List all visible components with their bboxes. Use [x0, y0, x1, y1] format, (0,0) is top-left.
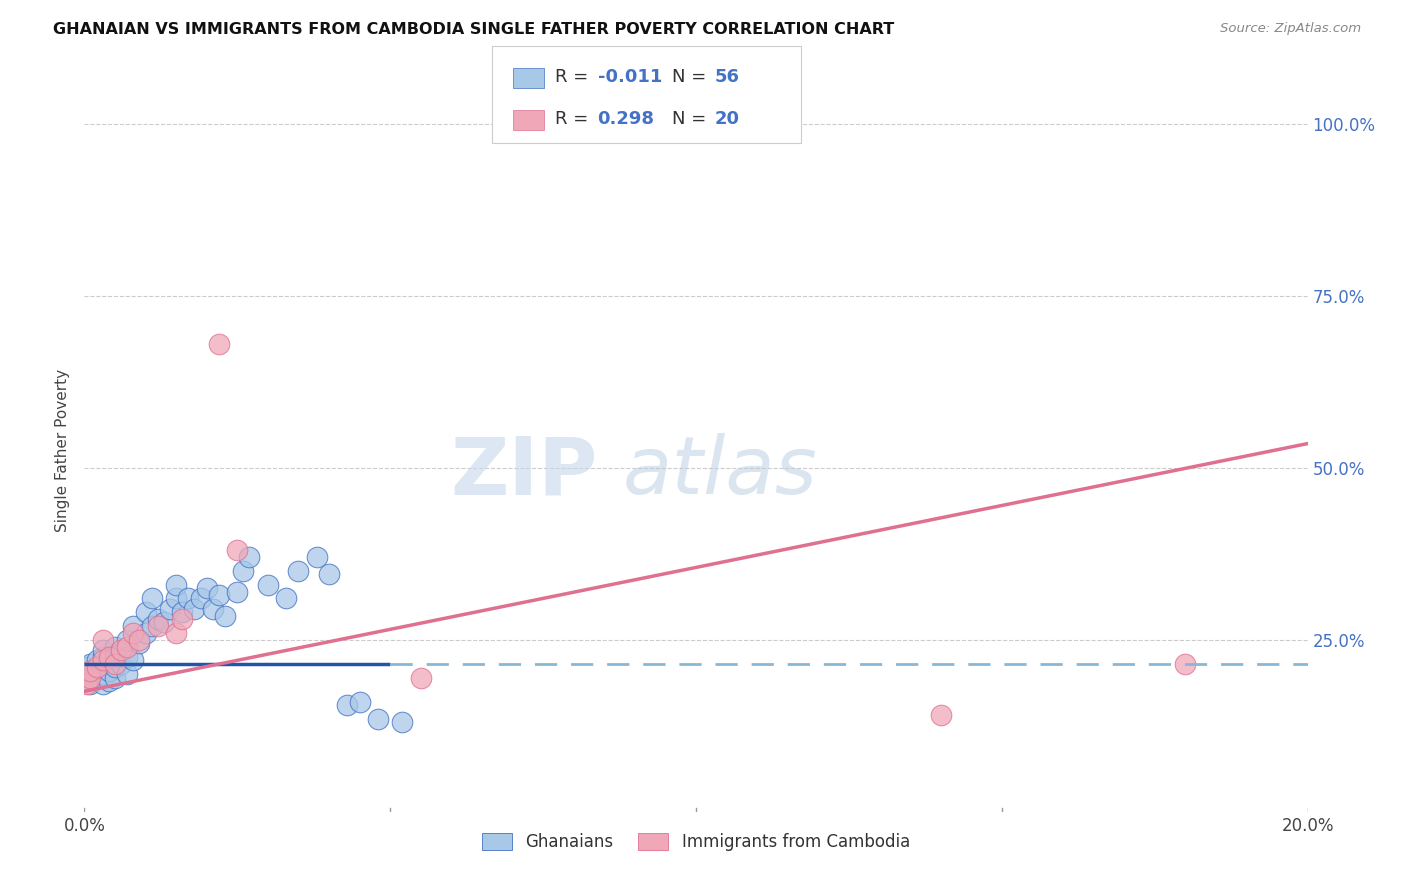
Point: [79, 677, 101, 691]
Point: [226, 584, 249, 599]
Point: [128, 636, 150, 650]
Point: [287, 564, 309, 578]
Text: atlas: atlas: [623, 434, 817, 511]
Point: [165, 591, 187, 606]
Point: [91, 649, 114, 664]
Point: [79, 671, 101, 685]
Point: [159, 601, 181, 615]
Point: [86, 653, 108, 667]
Point: [91, 667, 114, 681]
Point: [391, 715, 413, 730]
Point: [122, 653, 145, 667]
Point: [91, 632, 114, 647]
Point: [97, 673, 120, 688]
Point: [318, 567, 340, 582]
Point: [104, 657, 127, 671]
Point: [214, 608, 236, 623]
Point: [177, 591, 200, 606]
Text: GHANAIAN VS IMMIGRANTS FROM CAMBODIA SINGLE FATHER POVERTY CORRELATION CHART: GHANAIAN VS IMMIGRANTS FROM CAMBODIA SIN…: [53, 22, 894, 37]
Point: [104, 671, 127, 685]
Text: -0.011: -0.011: [598, 68, 662, 86]
Text: Source: ZipAtlas.com: Source: ZipAtlas.com: [1220, 22, 1361, 36]
Point: [305, 550, 328, 565]
Point: [97, 649, 120, 664]
Point: [91, 653, 114, 667]
Point: [1174, 657, 1197, 671]
Point: [336, 698, 359, 712]
Point: [195, 581, 218, 595]
Point: [110, 657, 132, 671]
Point: [190, 591, 212, 606]
Point: [409, 671, 432, 685]
Point: [146, 619, 169, 633]
Point: [79, 667, 101, 681]
Point: [226, 543, 249, 558]
Point: [238, 550, 260, 565]
Text: N =: N =: [672, 68, 711, 86]
Text: R =: R =: [555, 110, 595, 128]
Legend: Ghanaians, Immigrants from Cambodia: Ghanaians, Immigrants from Cambodia: [475, 826, 917, 857]
Point: [76, 660, 98, 674]
Point: [165, 625, 187, 640]
Point: [97, 664, 120, 678]
Point: [110, 647, 132, 661]
Text: R =: R =: [555, 68, 595, 86]
Point: [349, 695, 371, 709]
Point: [104, 649, 127, 664]
Point: [183, 601, 205, 615]
Point: [153, 615, 176, 630]
Point: [128, 632, 150, 647]
Text: N =: N =: [672, 110, 711, 128]
Point: [104, 640, 127, 654]
Point: [929, 708, 952, 723]
Point: [201, 601, 224, 615]
Point: [110, 643, 132, 657]
Point: [122, 619, 145, 633]
Point: [165, 577, 187, 591]
Point: [135, 605, 157, 619]
Point: [86, 664, 108, 678]
Text: 20: 20: [714, 110, 740, 128]
Point: [208, 336, 231, 351]
Point: [115, 640, 138, 654]
Point: [172, 612, 194, 626]
Point: [76, 677, 98, 691]
Point: [91, 677, 114, 691]
Point: [79, 657, 101, 671]
Point: [135, 625, 157, 640]
Point: [91, 643, 114, 657]
Point: [86, 660, 108, 674]
Point: [208, 588, 231, 602]
Point: [172, 605, 194, 619]
Point: [115, 649, 138, 664]
Point: [141, 591, 163, 606]
Point: [232, 564, 254, 578]
Text: 0.298: 0.298: [598, 110, 655, 128]
Point: [97, 653, 120, 667]
Point: [122, 625, 145, 640]
Point: [367, 712, 389, 726]
Point: [79, 664, 101, 678]
Point: [104, 660, 127, 674]
Point: [91, 660, 114, 674]
Point: [276, 591, 298, 606]
Point: [115, 632, 138, 647]
Point: [86, 671, 108, 685]
Text: ZIP: ZIP: [451, 434, 598, 511]
Y-axis label: Single Father Poverty: Single Father Poverty: [55, 369, 70, 532]
Point: [257, 577, 280, 591]
Point: [141, 619, 163, 633]
Point: [115, 667, 138, 681]
Text: 56: 56: [714, 68, 740, 86]
Point: [146, 612, 169, 626]
